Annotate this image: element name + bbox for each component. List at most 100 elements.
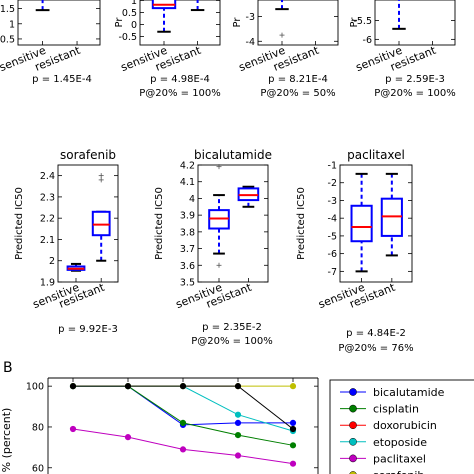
panel-title: bicalutamide (194, 148, 272, 162)
box-sensitive (151, 0, 177, 33)
y-tick-label: 2.1 (40, 235, 55, 246)
data-point (69, 425, 77, 433)
y-tick-label: -3 (246, 12, 255, 23)
box-resistant (237, 185, 260, 208)
y-tick-label: 0.5 (0, 34, 15, 45)
legend-entry-bicalutamide: bicalutamide (340, 386, 445, 399)
data-point (69, 383, 77, 390)
box-sensitive (275, 0, 289, 38)
outlier-point (98, 173, 104, 179)
y-axis-label: Predicted IC50 (296, 187, 307, 260)
y-tick-label: -5 (328, 231, 337, 242)
legend-label: doxorubicin (373, 419, 437, 432)
series-unnamed (69, 383, 297, 433)
y-tick-label: -3 (328, 196, 337, 207)
y-tick-label: 2.4 (40, 171, 55, 182)
panel-title: paclitaxel (347, 148, 405, 162)
y-axis-label: Pr (349, 17, 360, 28)
y-tick-label: 3.7 (180, 244, 195, 255)
data-point (179, 446, 187, 453)
y-tick-label: -4 (246, 37, 255, 48)
y-tick-label: 1 (131, 0, 137, 7)
p-value-text: p = 4.84E-2 (346, 328, 406, 339)
y-tick-label: -0.5 (118, 32, 137, 43)
y-tick-label: -6 (328, 249, 337, 260)
legend-label: sorafenib (373, 469, 424, 474)
legend-entry-paclitaxel: paclitaxel (340, 452, 426, 465)
y-axis-label: Predicted IC50 (154, 187, 165, 260)
data-point (289, 419, 297, 426)
box-iqr (350, 204, 373, 243)
legend-label: paclitaxel (373, 452, 426, 465)
outlier-point (216, 164, 222, 170)
box-panel-bicalutamide: 3.5 3.6 3.7 3.8 3.9 4 4.1 4.2 Predicted IC50 bica… (154, 148, 273, 347)
box-resistant (380, 172, 403, 257)
data-point (234, 419, 242, 426)
p-value-text: p = 1.45E-4 (32, 74, 92, 85)
box-sensitive (350, 172, 373, 273)
y-tick-label: 1 (9, 19, 15, 30)
outlier-point (216, 262, 222, 268)
panel-b-label: B (3, 360, 13, 376)
legend-marker (349, 404, 357, 413)
y-axis-label: Predicted IC50 (14, 187, 25, 260)
y-tick-label: -2 (328, 178, 337, 189)
data-point (234, 452, 242, 459)
y-tick-label: 3.6 (180, 261, 195, 272)
series-line (73, 385, 294, 446)
y-tick-label: 3.8 (180, 227, 195, 238)
y-tick-label: 100 (26, 382, 44, 393)
y-tick-label: -7 (328, 267, 337, 278)
data-point (234, 432, 242, 439)
legend-label: bicalutamide (373, 386, 445, 399)
legend: bicalutamide cisplatin doxorubicin etoposid… (329, 379, 474, 474)
y-tick-label: -5.5 (353, 16, 372, 27)
legend-marker (349, 388, 357, 396)
y-axis-label: Pr (114, 17, 125, 28)
legend-entry-etoposide: etoposide (340, 436, 427, 449)
legend-marker (349, 471, 357, 474)
p-value-text: p = 2.59E-3 (385, 74, 445, 85)
box-resistant (190, 0, 205, 12)
precision-at-20-text: P@20% = 100% (191, 336, 273, 347)
plot-frame (257, 0, 339, 46)
box-sensitive (392, 0, 406, 30)
y-tick-label: 2.3 (40, 192, 55, 203)
data-point (289, 442, 297, 449)
box-sensitive (208, 164, 230, 268)
y-tick-label: 0 (131, 20, 137, 31)
y-tick-label: 1.9 (40, 278, 55, 289)
data-point (289, 460, 297, 467)
data-point (234, 383, 242, 390)
y-tick-label: 2 (49, 256, 55, 267)
plot-frame (139, 0, 221, 46)
precision-at-20-text: P@20% = 100% (139, 88, 221, 99)
y-axis-label: Pr (232, 17, 243, 28)
box-iqr (91, 210, 111, 237)
p-value-text: p = 4.98E-4 (150, 74, 210, 85)
precision-at-20-text: P@20% = 76% (338, 343, 413, 354)
y-tick-label: 80 (32, 422, 44, 433)
y-tick-label: 3.9 (180, 211, 195, 222)
plot-frame (339, 164, 413, 283)
line-panel-b: 60 80 100 % (percent) bicalutamide cisplatin d… (0, 377, 474, 474)
box-sensitive (66, 262, 86, 272)
outlier-point (279, 32, 285, 38)
data-point (124, 383, 132, 390)
y-tick-label: 60 (32, 463, 44, 474)
y-tick-label: 0.5 (122, 8, 137, 19)
legend-entry-sorafenib: sorafenib (349, 469, 424, 474)
series-cisplatin (69, 383, 297, 449)
data-point (124, 434, 132, 441)
y-axis-label: % (percent) (0, 408, 13, 473)
legend-marker (349, 437, 357, 446)
legend-label: cisplatin (373, 403, 419, 416)
box-sensitive (35, 0, 50, 12)
y-tick-label: 4 (189, 194, 195, 205)
